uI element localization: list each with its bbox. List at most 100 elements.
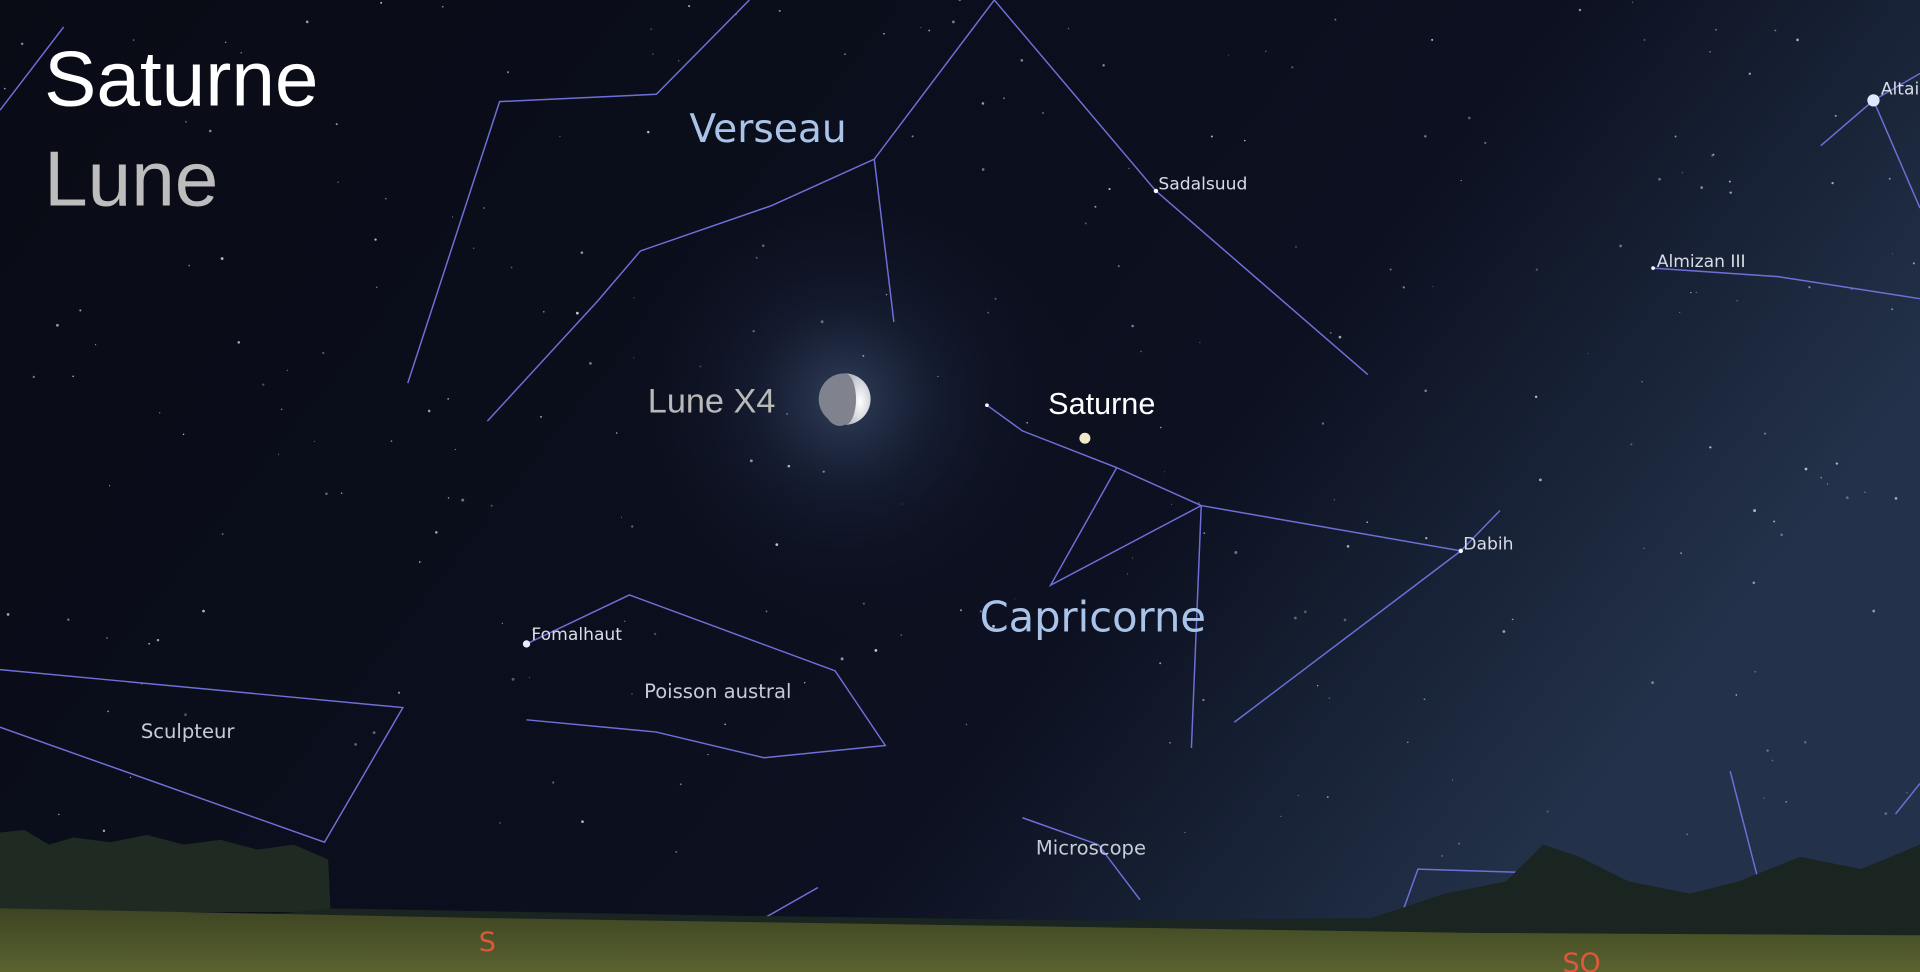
star: [512, 678, 515, 681]
star: [1785, 801, 1787, 803]
star: [1579, 9, 1581, 11]
star: [106, 637, 107, 638]
star: [4, 88, 6, 90]
star: [1335, 19, 1337, 21]
star: [491, 505, 493, 507]
star: [762, 244, 765, 247]
star: [373, 731, 376, 734]
star: [901, 503, 902, 504]
star: [1913, 262, 1915, 264]
star: [707, 754, 708, 755]
planet-label: Saturne: [1048, 387, 1155, 421]
star: [982, 168, 985, 171]
star: [336, 123, 338, 125]
star: [633, 357, 634, 358]
star: [511, 267, 513, 269]
star: [1884, 812, 1887, 815]
star: [1831, 182, 1833, 184]
star: [1696, 292, 1698, 294]
star: [1630, 443, 1632, 445]
star: [448, 497, 450, 499]
star: [1171, 504, 1172, 505]
star: [107, 711, 109, 713]
star: [1690, 292, 1691, 293]
star: [1441, 855, 1443, 857]
star: [1198, 502, 1199, 503]
star: [1889, 178, 1891, 180]
star: [1169, 742, 1170, 743]
star: [337, 182, 338, 183]
star: [543, 311, 545, 313]
star: [1764, 432, 1766, 434]
star: [1766, 749, 1768, 751]
star: [883, 33, 885, 35]
star: [844, 53, 846, 55]
star: [452, 216, 453, 217]
title-line: Lune: [44, 135, 218, 223]
star: [72, 375, 74, 377]
title-line: Saturne: [44, 34, 318, 122]
star: [1729, 191, 1731, 193]
star: [1366, 521, 1368, 523]
star: [398, 692, 400, 694]
star: [928, 30, 930, 32]
cardinal-label: SO: [1562, 948, 1600, 972]
star: [281, 409, 283, 411]
star: [775, 543, 778, 546]
star: [1424, 135, 1426, 137]
star: [1906, 792, 1907, 793]
cardinal-label: S: [479, 927, 496, 958]
star: [985, 403, 989, 407]
body: Saturne Lune Verseau Capricorne Poisson …: [0, 0, 1920, 972]
star: [1651, 681, 1654, 684]
star: [788, 465, 791, 468]
star: [1805, 468, 1808, 471]
star: [1094, 206, 1096, 208]
star: [1643, 548, 1644, 549]
star: [1085, 222, 1087, 224]
star: [960, 609, 962, 611]
star: [1042, 112, 1043, 113]
star: [1682, 172, 1683, 173]
star: [1118, 265, 1120, 267]
star: [937, 376, 938, 377]
saturn: [1079, 433, 1090, 444]
star: [1753, 509, 1756, 512]
star: [33, 376, 35, 378]
star: [354, 743, 357, 746]
star: [79, 309, 81, 311]
star: [1821, 477, 1822, 478]
star: [823, 471, 825, 473]
star: [1160, 427, 1162, 429]
star: [1021, 59, 1024, 62]
star: [552, 781, 554, 783]
star: [1185, 832, 1186, 833]
star: [1712, 154, 1714, 156]
star: [499, 822, 500, 823]
star: [1736, 694, 1738, 696]
star: [912, 135, 914, 137]
star: [1619, 245, 1622, 248]
star: [1754, 671, 1756, 673]
star: [1846, 496, 1849, 499]
star: [581, 820, 584, 823]
star: [1867, 94, 1879, 106]
star: [1780, 534, 1782, 536]
star: [507, 71, 509, 73]
star: [103, 830, 105, 832]
star: [322, 352, 324, 354]
star: [1772, 760, 1774, 762]
star: [1709, 446, 1711, 448]
star: [1632, 2, 1633, 3]
star: [987, 312, 989, 314]
star: [1891, 308, 1893, 310]
star: [7, 613, 10, 616]
star: [502, 623, 503, 624]
star: [148, 643, 150, 645]
star: [157, 639, 160, 642]
star: [1407, 742, 1408, 743]
star: [278, 454, 279, 455]
star: [67, 618, 69, 620]
star: [1895, 497, 1898, 500]
star: [1328, 697, 1330, 699]
